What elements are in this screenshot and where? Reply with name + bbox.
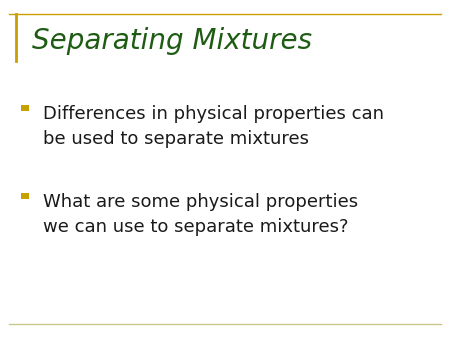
Text: What are some physical properties
we can use to separate mixtures?: What are some physical properties we can… xyxy=(43,193,358,236)
Text: Separating Mixtures: Separating Mixtures xyxy=(32,27,311,54)
Bar xyxy=(21,193,29,199)
Text: Differences in physical properties can
be used to separate mixtures: Differences in physical properties can b… xyxy=(43,105,384,148)
Bar xyxy=(21,105,29,111)
